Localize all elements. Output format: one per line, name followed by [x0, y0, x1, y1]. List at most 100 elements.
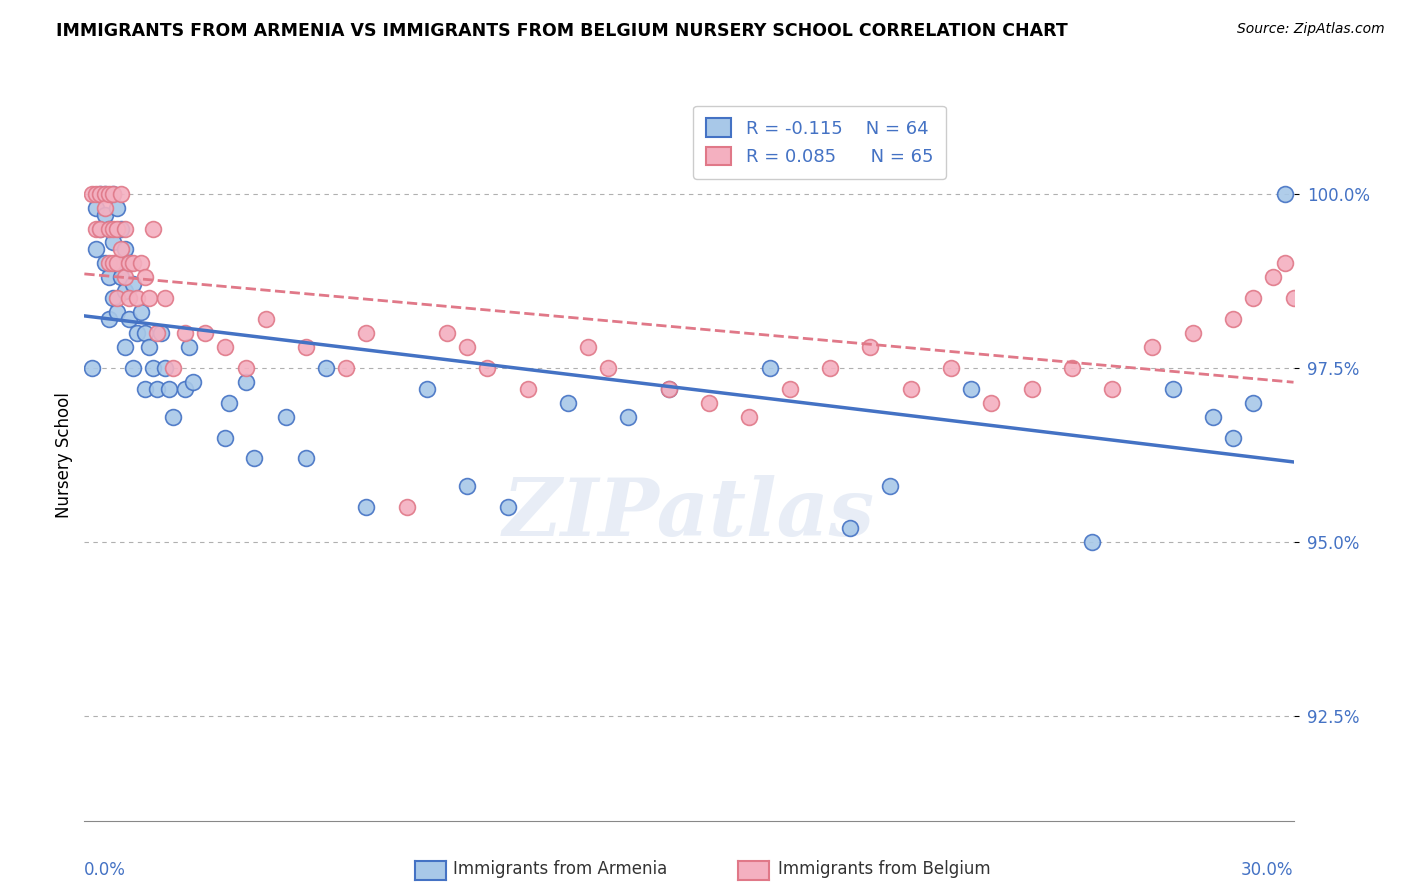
Text: Source: ZipAtlas.com: Source: ZipAtlas.com: [1237, 22, 1385, 37]
Point: [142, 360, 165, 375]
Point: [1222, 312, 1244, 326]
Point: [1101, 382, 1123, 396]
Point: [174, 382, 197, 396]
Point: [101, 256, 124, 270]
Point: [89, 186, 111, 201]
Point: [576, 340, 599, 354]
Point: [110, 243, 132, 257]
Text: IMMIGRANTS FROM ARMENIA VS IMMIGRANTS FROM BELGIUM NURSERY SCHOOL CORRELATION CH: IMMIGRANTS FROM ARMENIA VS IMMIGRANTS FR…: [56, 22, 1069, 40]
Point: [1241, 291, 1264, 305]
Point: [97, 221, 120, 235]
Point: [121, 360, 143, 375]
Point: [335, 360, 357, 375]
Point: [758, 360, 780, 375]
Point: [738, 409, 761, 424]
Point: [456, 340, 478, 354]
Point: [82, 360, 104, 375]
Point: [93, 208, 115, 222]
Point: [416, 382, 439, 396]
Y-axis label: Nursery School: Nursery School: [55, 392, 73, 518]
Point: [879, 479, 901, 493]
Point: [97, 221, 120, 235]
Text: 30.0%: 30.0%: [1241, 861, 1294, 879]
Point: [254, 312, 277, 326]
Point: [980, 395, 1002, 409]
Point: [1274, 186, 1296, 201]
Point: [960, 382, 983, 396]
Point: [1274, 256, 1296, 270]
Point: [235, 360, 257, 375]
Legend: R = -0.115    N = 64, R = 0.085      N = 65: R = -0.115 N = 64, R = 0.085 N = 65: [693, 105, 946, 178]
Point: [1081, 535, 1104, 549]
Point: [110, 270, 132, 285]
Point: [146, 382, 169, 396]
Point: [129, 256, 152, 270]
Point: [105, 256, 128, 270]
Point: [1263, 270, 1285, 285]
Text: 0.0%: 0.0%: [84, 861, 127, 879]
Point: [121, 277, 143, 292]
Point: [315, 360, 337, 375]
Point: [97, 270, 120, 285]
Point: [101, 186, 124, 201]
Point: [125, 326, 148, 340]
Point: [214, 430, 236, 444]
Point: [134, 382, 156, 396]
Point: [214, 340, 236, 354]
Point: [105, 291, 128, 305]
Point: [121, 256, 143, 270]
Point: [194, 326, 217, 340]
Text: Immigrants from Armenia: Immigrants from Armenia: [453, 860, 666, 878]
Point: [114, 221, 136, 235]
Point: [1161, 382, 1184, 396]
Point: [617, 409, 640, 424]
Point: [274, 409, 297, 424]
Point: [125, 291, 148, 305]
Point: [142, 221, 165, 235]
Point: [356, 326, 378, 340]
Point: [1222, 430, 1244, 444]
Point: [114, 243, 136, 257]
Point: [218, 395, 240, 409]
Point: [1202, 409, 1225, 424]
Point: [89, 221, 111, 235]
Point: [395, 500, 418, 515]
Point: [1282, 291, 1305, 305]
Point: [496, 500, 519, 515]
Text: ZIPatlas: ZIPatlas: [503, 475, 875, 552]
Point: [89, 221, 111, 235]
Point: [456, 479, 478, 493]
Point: [101, 221, 124, 235]
Point: [153, 291, 176, 305]
Point: [1142, 340, 1164, 354]
Point: [134, 270, 156, 285]
Point: [153, 360, 176, 375]
Point: [779, 382, 801, 396]
Point: [93, 256, 115, 270]
Point: [658, 382, 681, 396]
Point: [356, 500, 378, 515]
Point: [658, 382, 681, 396]
Point: [939, 360, 962, 375]
Point: [118, 256, 141, 270]
Point: [134, 326, 156, 340]
Point: [157, 382, 180, 396]
Point: [82, 186, 104, 201]
Point: [900, 382, 922, 396]
Point: [86, 201, 108, 215]
Point: [138, 340, 160, 354]
Point: [118, 291, 141, 305]
Point: [118, 312, 141, 326]
Point: [105, 305, 128, 319]
Point: [557, 395, 579, 409]
Point: [105, 256, 128, 270]
Point: [97, 256, 120, 270]
Point: [235, 375, 257, 389]
Point: [1241, 395, 1264, 409]
Point: [839, 521, 862, 535]
Point: [179, 340, 201, 354]
Point: [93, 186, 115, 201]
Point: [114, 284, 136, 298]
Point: [242, 451, 264, 466]
Point: [97, 186, 120, 201]
